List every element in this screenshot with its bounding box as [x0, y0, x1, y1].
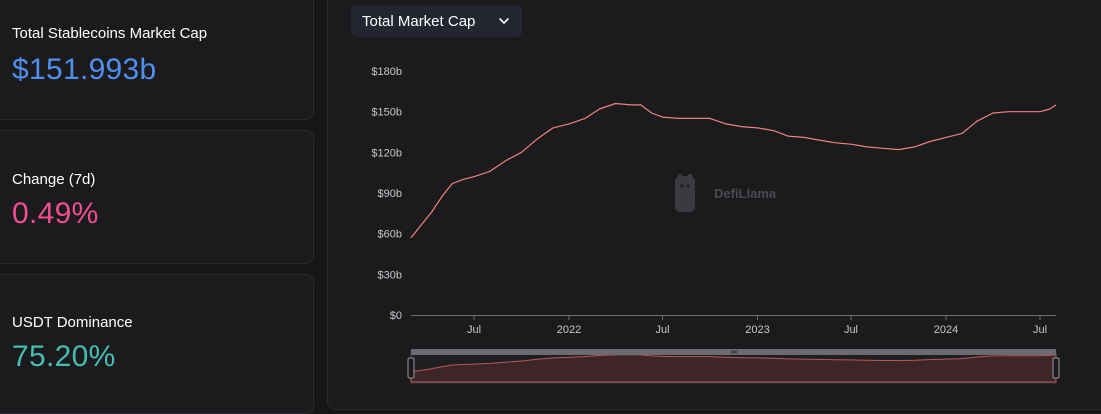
chevron-down-icon	[496, 17, 512, 25]
y-tick-label: $0	[390, 310, 402, 322]
change-7d-card: Change (7d) 0.49%	[0, 130, 314, 264]
stats-column: Total Stablecoins Market Cap $151.993b C…	[0, 0, 318, 414]
zoom-slider-grip-icon	[731, 350, 737, 354]
x-tick-label: 2023	[745, 324, 769, 336]
llama-logo-icon	[675, 174, 695, 212]
metric-selector-label: Total Market Cap	[362, 12, 476, 30]
total-market-cap-card: Total Stablecoins Market Cap $151.993b	[0, 0, 314, 120]
x-tick-label: Jul	[467, 324, 481, 336]
total-market-cap-label: Total Stablecoins Market Cap	[12, 25, 208, 42]
x-tick-label: 2024	[934, 324, 958, 336]
x-tick-label: Jul	[1033, 324, 1047, 336]
zoom-slider[interactable]	[407, 349, 1060, 384]
market-cap-line	[410, 102, 1057, 239]
y-tick-label: $180b	[371, 66, 402, 78]
zoom-slider-left-handle[interactable]	[407, 357, 415, 379]
watermark: DefiLlama	[675, 174, 777, 212]
y-tick-label: $30b	[378, 269, 402, 281]
change-7d-label: Change (7d)	[12, 171, 96, 188]
y-tick-label: $120b	[371, 147, 402, 159]
y-tick-label: $90b	[378, 188, 402, 200]
x-tick-label: Jul	[655, 324, 669, 336]
y-axis-ticks: $0 $30b $60b $90b $120b $150b $180b	[371, 66, 402, 322]
market-cap-chart[interactable]: $0$30b$60b$90b$120b$150b$180b Jul 2022 Jul…	[327, 40, 1101, 390]
zoom-slider-preview-area	[410, 354, 1057, 383]
x-tick-label: Jul	[844, 324, 858, 336]
usdt-dominance-value: 75.20%	[12, 340, 116, 373]
usdt-dominance-card: USDT Dominance 75.20%	[0, 274, 314, 414]
total-market-cap-value: $151.993b	[12, 53, 157, 86]
y-tick-label: $150b	[371, 107, 402, 119]
usdt-dominance-label: USDT Dominance	[12, 314, 133, 331]
change-7d-value: 0.49%	[12, 197, 99, 230]
y-tick-label: $60b	[378, 229, 402, 241]
x-tick-label: 2022	[557, 324, 581, 336]
watermark-text: DefiLlama	[714, 186, 777, 201]
x-axis-ticks: Jul 2022 Jul 2023 Jul 2024 Jul	[467, 315, 1047, 336]
zoom-slider-right-handle[interactable]	[1052, 357, 1060, 379]
chart-panel	[327, 0, 1101, 410]
metric-selector-dropdown[interactable]: Total Market Cap	[351, 5, 522, 37]
